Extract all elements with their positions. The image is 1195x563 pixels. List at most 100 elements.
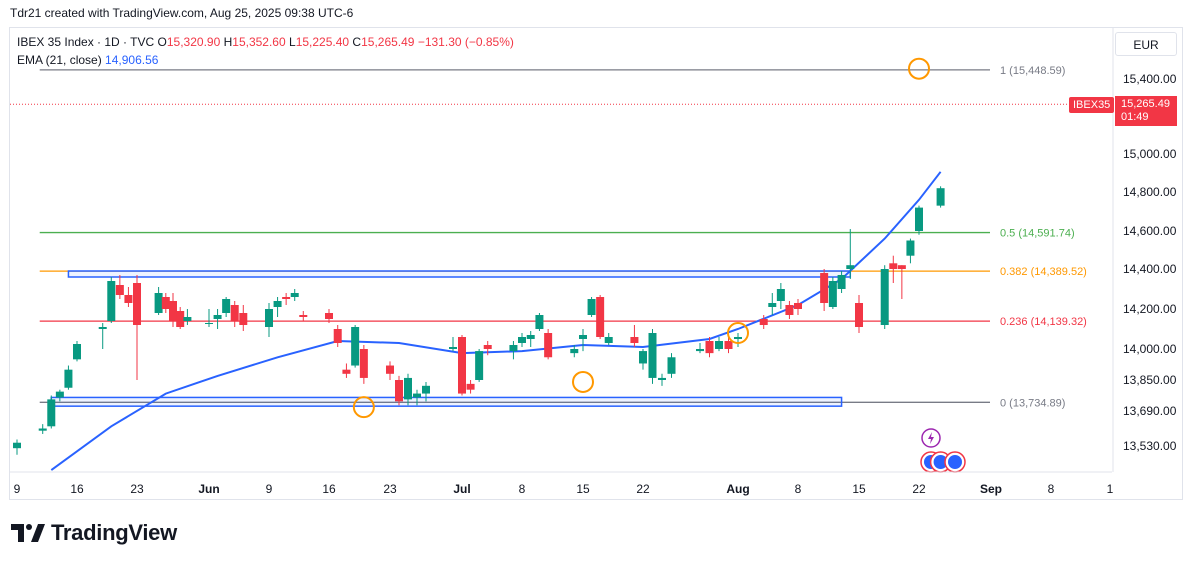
time-tick-label: 8 <box>519 482 526 496</box>
time-tick-label: Jul <box>453 482 470 496</box>
candle <box>13 439 21 455</box>
candle <box>422 381 430 402</box>
candle-body <box>404 377 412 400</box>
candle-body <box>667 357 676 374</box>
candle <box>936 186 945 208</box>
candle <box>596 295 605 339</box>
candle <box>299 311 308 321</box>
candle <box>915 205 923 235</box>
candle-body <box>333 329 342 343</box>
price-tick-label: 15,400.00 <box>1123 72 1177 86</box>
candle <box>696 343 704 354</box>
candle <box>273 297 282 317</box>
tradingview-logo[interactable]: TradingView <box>11 520 177 546</box>
candle <box>55 389 64 402</box>
candle-body <box>535 315 544 329</box>
candle-body <box>715 341 723 349</box>
candle-body <box>176 311 185 327</box>
candle <box>458 335 466 396</box>
candle-body <box>759 319 768 325</box>
legend-ema[interactable]: EMA (21, close) 14,906.56 <box>17 53 158 67</box>
time-tick-label: 9 <box>266 482 273 496</box>
candle <box>768 293 777 315</box>
candle <box>776 283 785 309</box>
candle <box>544 329 553 360</box>
candle <box>570 345 579 358</box>
last-price-value: 15,265.49 <box>1121 98 1170 110</box>
currency-selector[interactable]: EUR <box>1115 32 1177 56</box>
candle-body <box>475 351 484 380</box>
legend-ohlc[interactable]: IBEX 35 Index · 1D · TVC O15,320.90 H15,… <box>17 35 514 49</box>
candle <box>169 293 177 327</box>
candle <box>359 345 368 384</box>
chart-credit: Tdr21 created with TradingView.com, Aug … <box>10 6 354 20</box>
candle-body <box>342 369 351 374</box>
fib-level-label: 0.236 (14,139.32) <box>1000 316 1087 328</box>
fib-level-label: 0.5 (14,591.74) <box>1000 228 1075 240</box>
time-tick-label: 1 <box>1107 482 1114 496</box>
candle-body <box>458 337 466 394</box>
tradingview-logo-text: TradingView <box>51 520 177 545</box>
candle <box>518 333 526 347</box>
candle <box>526 331 535 347</box>
tradingview-logo-icon <box>11 524 45 542</box>
time-tick-label: 16 <box>70 482 84 496</box>
candle <box>475 349 484 382</box>
candle <box>630 325 639 347</box>
candle <box>579 329 587 352</box>
candle-body <box>395 380 403 402</box>
candle <box>897 265 906 299</box>
candle <box>449 337 457 352</box>
time-tick-label: Jun <box>198 482 219 496</box>
candle <box>133 275 141 380</box>
candle <box>846 229 855 279</box>
candle-body <box>544 333 553 358</box>
high-label: H <box>223 35 233 49</box>
candle <box>154 287 163 315</box>
candle-body <box>213 315 222 319</box>
candle <box>265 303 273 337</box>
change-value: −131.30 (−0.85%) <box>417 35 514 49</box>
candle <box>282 293 291 305</box>
candle <box>47 395 56 429</box>
candle-body <box>696 349 704 352</box>
price-tick-label: 14,000.00 <box>1123 342 1177 356</box>
range-box <box>50 396 843 407</box>
candle <box>837 271 846 293</box>
time-tick-label: 9 <box>14 482 21 496</box>
candle <box>413 389 421 406</box>
candle <box>785 301 794 319</box>
candle-body <box>161 297 170 309</box>
chart-frame[interactable] <box>9 27 1183 500</box>
candle-body <box>290 293 299 297</box>
highlight-circle <box>727 322 749 344</box>
candle-body <box>351 327 360 366</box>
candle <box>404 373 412 406</box>
candle <box>107 277 116 323</box>
candle-body <box>483 345 492 349</box>
fib-level-label: 0.382 (14,389.52) <box>1000 266 1087 278</box>
candle-body <box>518 337 526 343</box>
candle-body <box>509 345 518 352</box>
candle-body <box>47 399 56 427</box>
fib-level-label: 1 (15,448.59) <box>1000 65 1065 77</box>
candle-body <box>820 273 829 303</box>
candle-body <box>98 327 107 329</box>
earnings-icon-fill <box>948 455 962 469</box>
candle <box>395 375 403 406</box>
candle <box>705 337 714 358</box>
highlight-circle <box>572 370 594 393</box>
candle <box>386 361 394 380</box>
candle-body <box>124 295 133 303</box>
event-markers <box>920 428 966 473</box>
candle-body <box>570 349 579 354</box>
candle-body <box>915 207 923 231</box>
ema-label[interactable]: EMA (21, close) <box>17 53 102 67</box>
time-tick-label: 22 <box>912 482 926 496</box>
candle-body <box>107 281 116 321</box>
lightning-icon <box>928 432 934 444</box>
candle-body <box>466 383 475 390</box>
candle <box>213 309 222 329</box>
symbol-name[interactable]: IBEX 35 Index · 1D · TVC <box>17 35 155 49</box>
